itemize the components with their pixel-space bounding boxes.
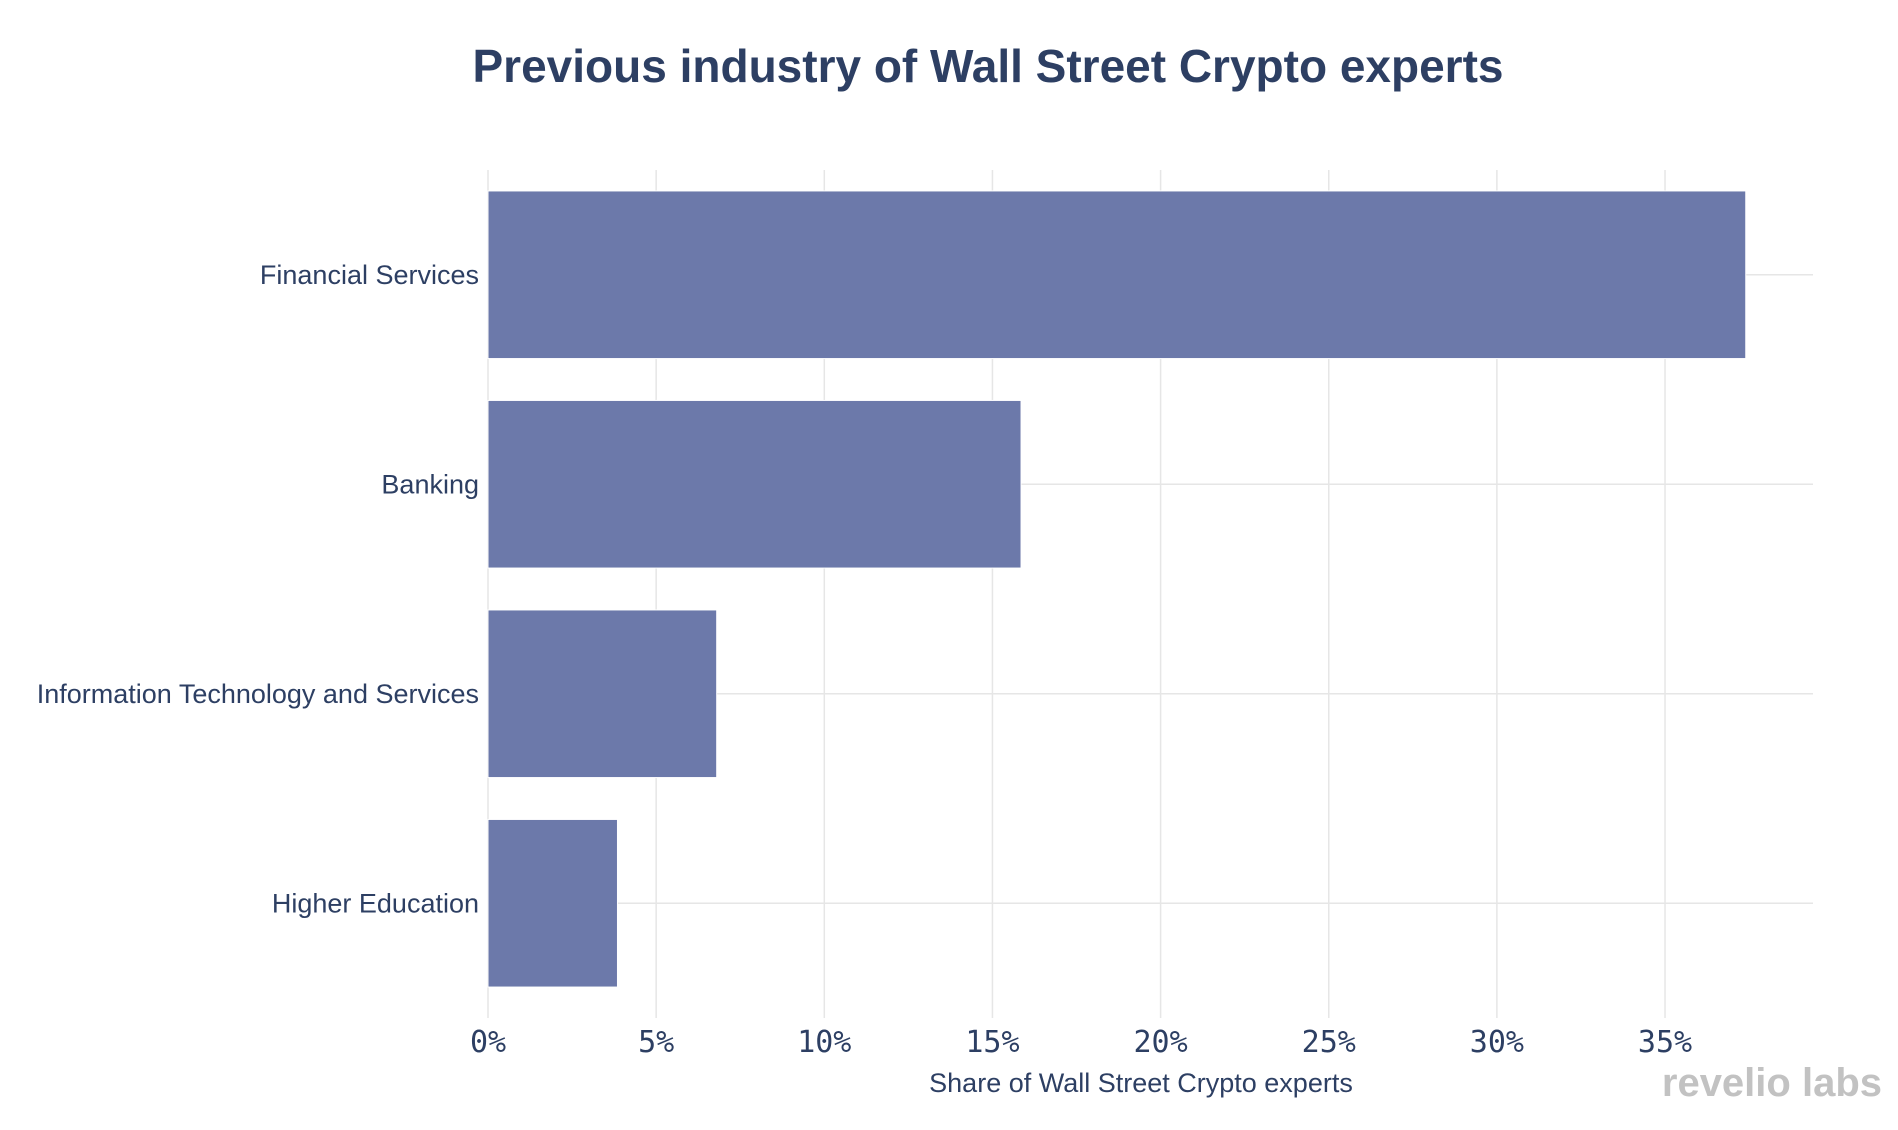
- category-label: Banking: [381, 469, 479, 499]
- x-tick-label: 30%: [1470, 1025, 1524, 1060]
- bar-information-technology-and-services: [487, 609, 718, 779]
- x-axis-title: Share of Wall Street Crypto experts: [929, 1068, 1353, 1098]
- x-tick-label: 20%: [1133, 1025, 1187, 1060]
- x-tick-label: 0%: [470, 1025, 506, 1060]
- x-tick-label: 35%: [1638, 1025, 1692, 1060]
- x-tick-label: 15%: [965, 1025, 1019, 1060]
- category-label: Higher Education: [272, 888, 479, 918]
- category-label: Information Technology and Services: [37, 679, 479, 709]
- x-tick-label: 10%: [797, 1025, 851, 1060]
- bar-banking: [487, 399, 1022, 569]
- bar-financial-services: [487, 190, 1747, 360]
- brand-logo: revelio labs: [1662, 1061, 1882, 1105]
- x-axis-ticks: 0% 5% 10% 15% 20% 25% 30% 35%: [470, 1025, 1692, 1060]
- category-labels: Financial Services Banking Information Tec…: [37, 260, 479, 919]
- x-tick-label: 5%: [638, 1025, 674, 1060]
- bar-layer: [487, 190, 1747, 988]
- category-label: Financial Services: [260, 260, 479, 290]
- chart-title: Previous industry of Wall Street Crypto …: [473, 40, 1504, 92]
- bar-higher-education: [487, 818, 618, 988]
- x-tick-label: 25%: [1302, 1025, 1356, 1060]
